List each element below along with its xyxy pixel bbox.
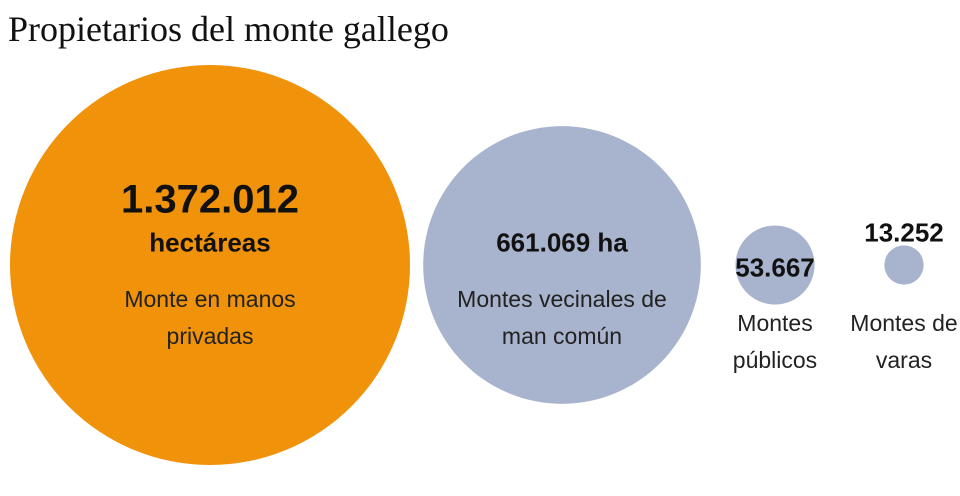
value-label: 661.069 ha xyxy=(496,227,628,258)
category-label: Monte en manos privadas xyxy=(124,286,296,349)
bubble xyxy=(10,65,410,465)
unit-label: hectáreas xyxy=(149,227,271,258)
value-label: 13.252 xyxy=(864,217,944,248)
category-label: Montes públicos xyxy=(732,310,818,373)
bubble xyxy=(735,225,815,305)
category-label: Montes vecinales de man común xyxy=(457,286,667,349)
bubble xyxy=(423,126,701,404)
chart-title: Propietarios del monte gallego xyxy=(8,9,449,49)
value-label: 1.372.012 xyxy=(121,177,299,222)
value-label: 53.667 xyxy=(735,252,815,283)
category-label: Montes de varas xyxy=(850,310,958,373)
bubble xyxy=(884,245,924,285)
